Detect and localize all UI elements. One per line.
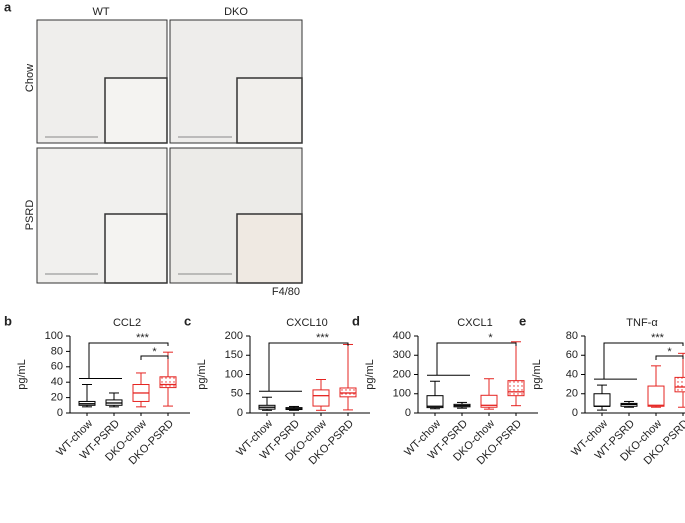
y-tick-label: 200 [225,330,243,342]
y-tick-label: 40 [566,368,578,380]
y-tick-label: 60 [566,349,578,361]
y-tick-label: 100 [225,368,243,380]
panel-label: d [352,313,360,328]
y-axis-label: pg/mL [531,359,543,390]
box [674,376,685,393]
box [312,389,330,407]
panel-label: e [519,313,526,328]
y-tick-label: 150 [225,349,243,361]
bracket [268,342,349,392]
box [593,393,611,407]
y-tick-label: 50 [231,388,243,400]
chart-title: CXCL1 [457,317,492,329]
column-label: WT [92,6,109,18]
y-tick-label: 80 [566,330,578,342]
chart-title: CCL2 [113,317,141,329]
y-tick-label: 0 [237,407,243,419]
chart-title: CXCL10 [286,317,328,329]
bracket [88,342,169,379]
chart-title: TNF-α [626,317,658,329]
significance: *** [316,332,330,344]
y-tick-label: 20 [51,392,63,404]
significance: * [667,346,672,358]
box [507,380,525,397]
bracket [603,342,684,380]
y-axis-label: pg/mL [196,359,208,390]
row-label: PSRD [24,200,36,231]
row-label: Chow [24,64,36,92]
column-label: DKO [224,6,248,18]
y-tick-label: 0 [57,407,63,419]
bracket [655,355,684,360]
y-tick-label: 0 [572,407,578,419]
box [159,376,177,389]
y-tick-label: 200 [393,368,411,380]
y-tick-label: 100 [45,330,63,342]
stain-label: F4/80 [272,286,300,298]
y-tick-label: 20 [566,388,578,400]
box [647,385,665,407]
y-tick-label: 40 [51,376,63,388]
bracket [436,342,517,376]
significance: *** [136,332,150,344]
y-tick-label: 60 [51,361,63,373]
y-tick-label: 80 [51,345,63,357]
box [480,394,498,408]
y-axis-label: pg/mL [16,359,28,390]
panel-label: a [4,0,12,14]
y-tick-label: 300 [393,349,411,361]
micrographs [36,19,303,284]
box [426,395,444,409]
significance: * [152,346,157,358]
panel-label: b [4,313,12,328]
y-axis-label: pg/mL [364,359,376,390]
significance: * [488,332,493,344]
panel-label: c [184,313,191,328]
bracket [140,355,169,360]
y-tick-label: 0 [405,407,411,419]
significance: *** [651,332,665,344]
y-tick-label: 100 [393,388,411,400]
y-tick-label: 400 [393,330,411,342]
